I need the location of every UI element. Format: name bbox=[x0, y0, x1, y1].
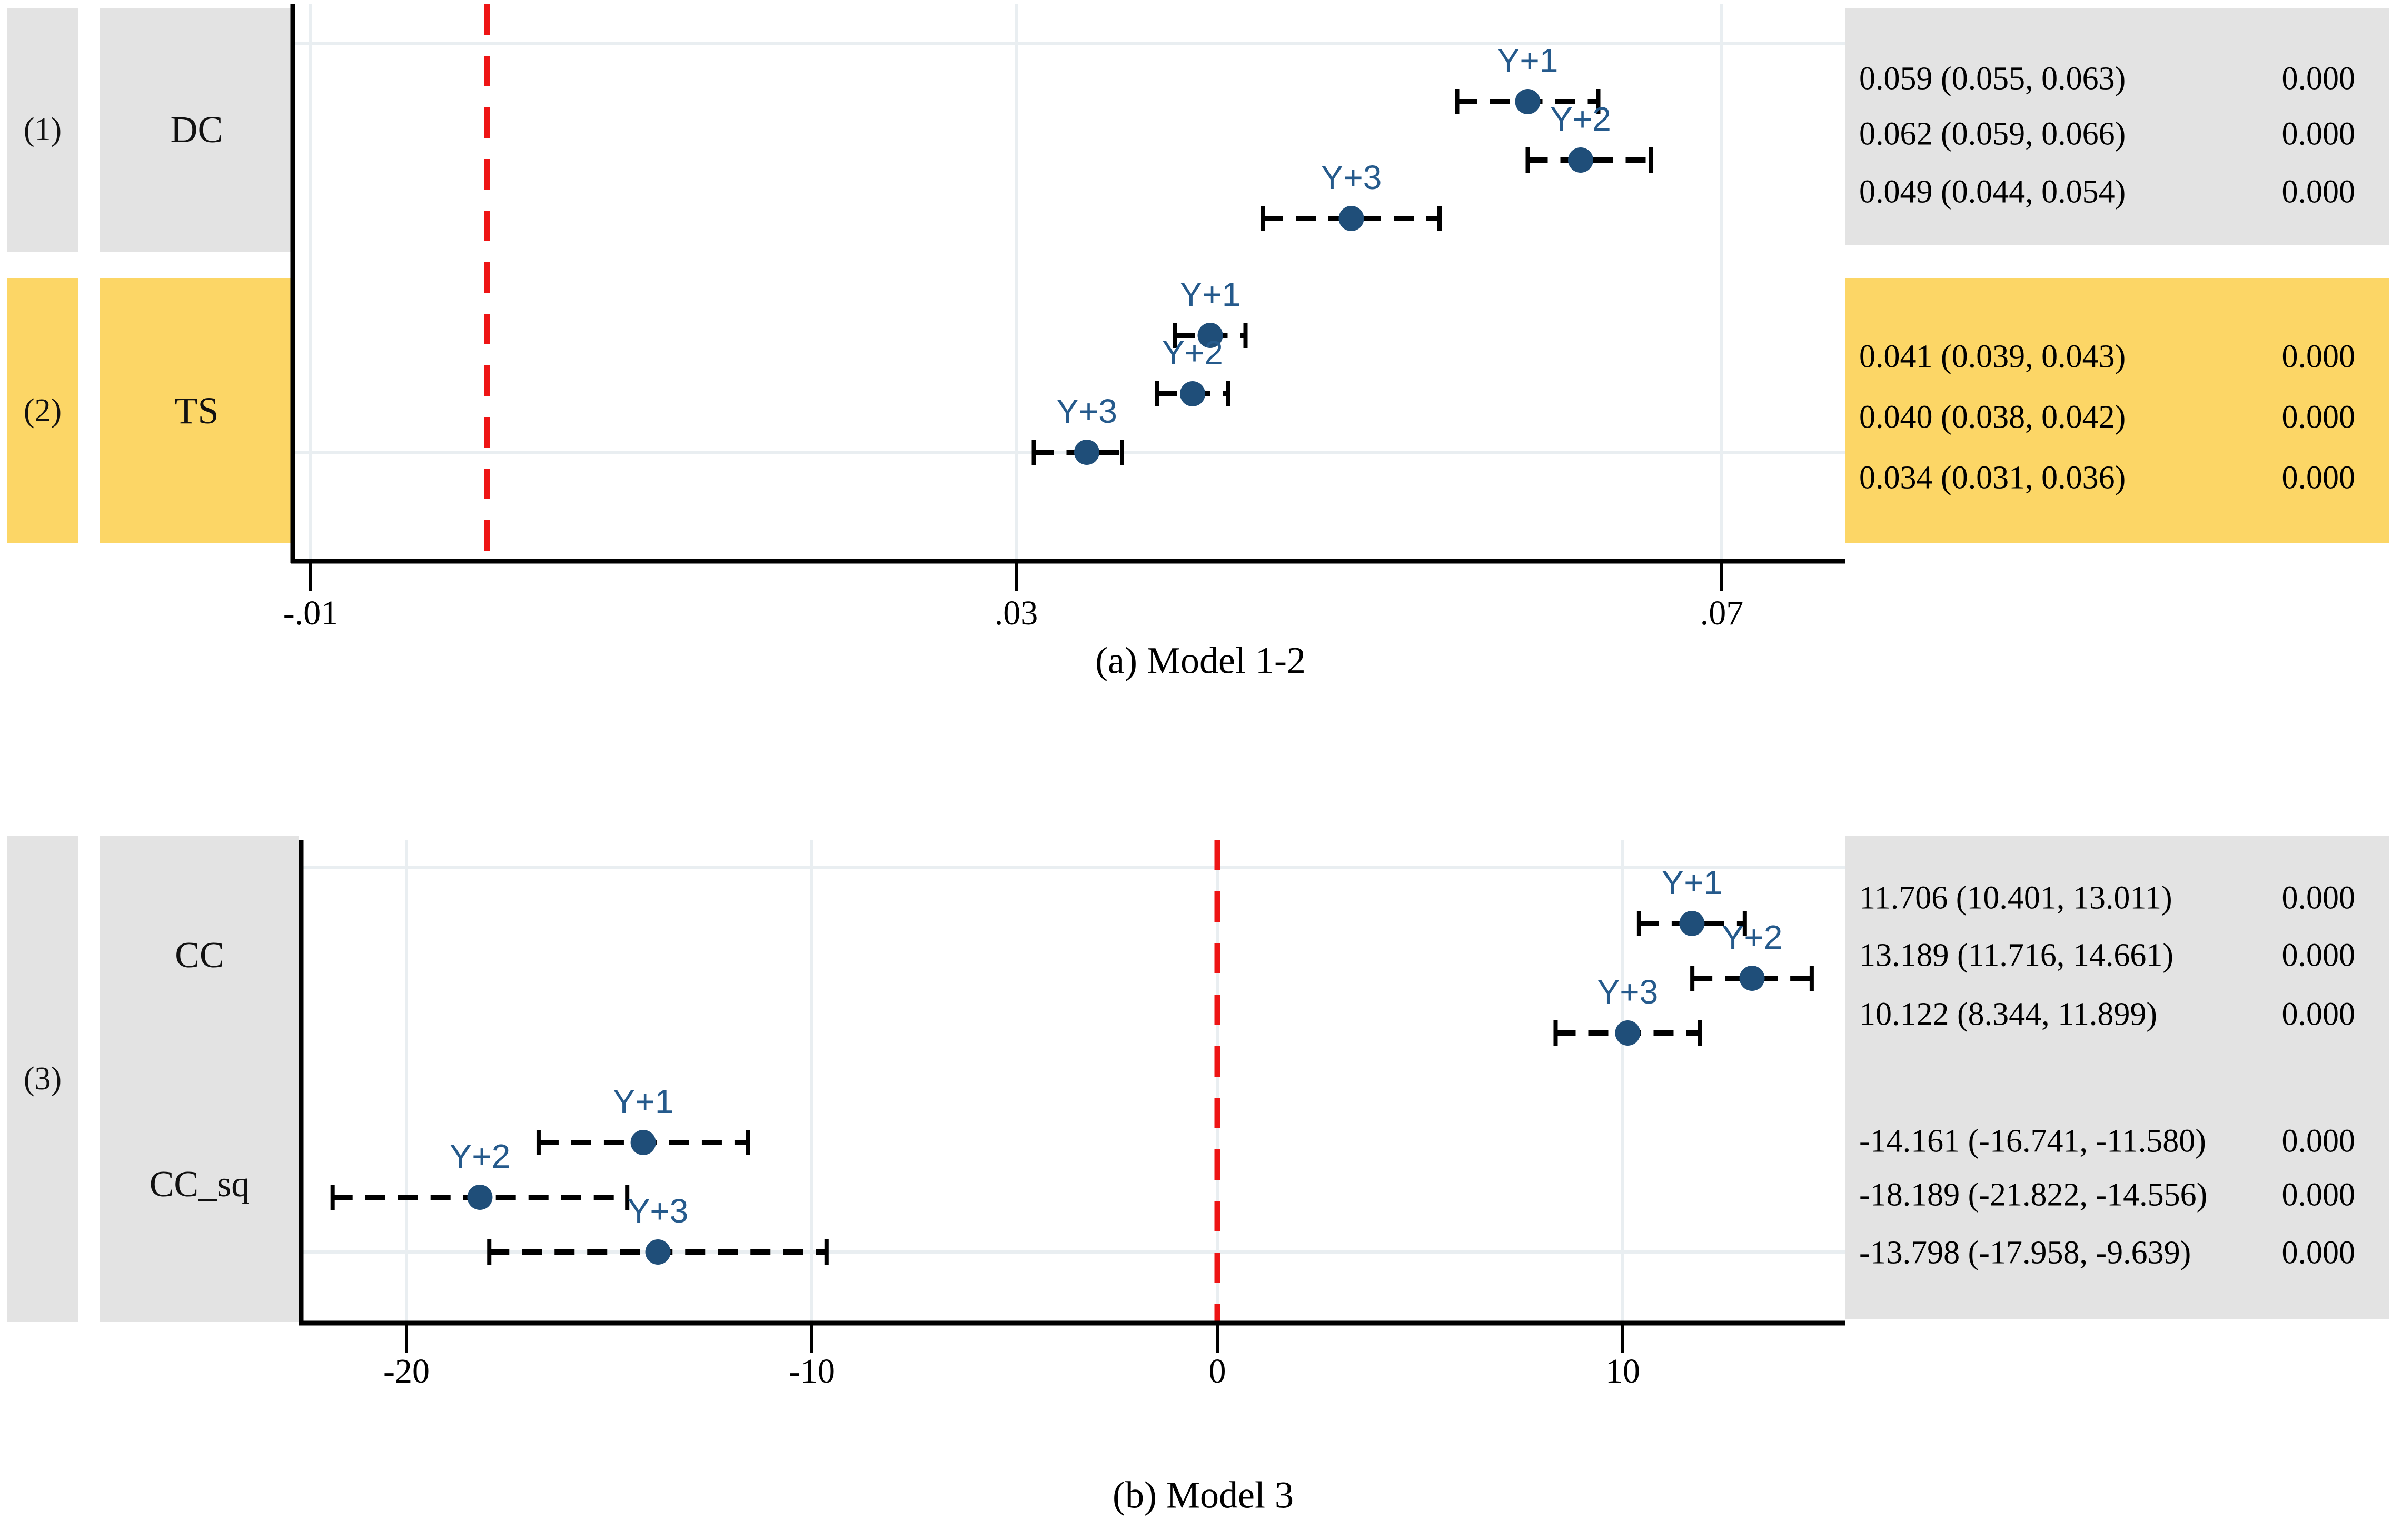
estimate-marker-CC_sq-Y+2 bbox=[467, 1185, 493, 1210]
estimate-row-TS-Y+2: 0.040 (0.038, 0.042) 0.000 bbox=[1845, 399, 2389, 436]
marker-label-DC-Y+2: Y+2 bbox=[1550, 100, 1611, 138]
estimate-row-TS-Y+3: 0.034 (0.031, 0.036) 0.000 bbox=[1845, 460, 2389, 497]
p-value-text: 0.000 bbox=[2281, 880, 2356, 916]
estimate-ci-text: 13.189 (11.716, 14.661) bbox=[1859, 937, 2173, 973]
estimate-row-CC-Y+3: 10.122 (8.344, 11.899) 0.000 bbox=[1845, 996, 2389, 1034]
estimate-row-CC-Y+1: 11.706 (10.401, 13.011) 0.000 bbox=[1845, 880, 2389, 917]
cc-estimates-box: 11.706 (10.401, 13.011) 0.000 13.189 (11.7… bbox=[1845, 836, 2389, 1319]
variable-ccsq-label: CC_sq bbox=[149, 1164, 250, 1205]
p-value-text: 0.000 bbox=[2281, 174, 2356, 210]
p-value-text: 0.000 bbox=[2281, 1235, 2356, 1271]
marker-label-TS-Y+1: Y+1 bbox=[1179, 275, 1241, 313]
x-tick-label-.03: .03 bbox=[994, 594, 1038, 632]
variable-cc-box: CC CC_sq bbox=[100, 836, 299, 1322]
estimate-marker-CC-Y+1 bbox=[1679, 911, 1705, 936]
estimate-marker-TS-Y+2 bbox=[1180, 381, 1205, 406]
marker-label-CC_sq-Y+3: Y+3 bbox=[627, 1192, 689, 1230]
estimate-marker-TS-Y+3 bbox=[1074, 440, 1099, 465]
p-value-text: 0.000 bbox=[2281, 937, 2356, 973]
estimate-ci-text: 0.062 (0.059, 0.066) bbox=[1859, 116, 2126, 152]
model-1-id-box: (1) bbox=[7, 8, 78, 252]
p-value-text: 0.000 bbox=[2281, 61, 2356, 97]
marker-label-TS-Y+3: Y+3 bbox=[1056, 392, 1117, 430]
x-tick-label--.01: -.01 bbox=[283, 594, 339, 632]
ts-estimates-box: 0.041 (0.039, 0.043) 0.000 0.040 (0.038, 0… bbox=[1845, 278, 2389, 543]
estimate-row-DC-Y+1: 0.059 (0.055, 0.063) 0.000 bbox=[1845, 61, 2389, 98]
p-value-text: 0.000 bbox=[2281, 1177, 2356, 1213]
x-tick-label-.07: .07 bbox=[1700, 594, 1744, 632]
estimate-marker-CC-Y+2 bbox=[1739, 966, 1765, 991]
x-tick-label-0: 0 bbox=[1208, 1352, 1226, 1390]
estimate-row-CC_sq-Y+3: -13.798 (-17.958, -9.639) 0.000 bbox=[1845, 1235, 2389, 1272]
estimate-ci-text: 0.034 (0.031, 0.036) bbox=[1859, 460, 2126, 496]
estimate-ci-text: 11.706 (10.401, 13.011) bbox=[1859, 880, 2172, 916]
estimate-ci-text: -14.161 (-16.741, -11.580) bbox=[1859, 1123, 2206, 1159]
estimate-marker-DC-Y+1 bbox=[1515, 89, 1541, 114]
marker-label-CC-Y+3: Y+3 bbox=[1597, 973, 1659, 1011]
variable-cc-label: CC bbox=[175, 935, 224, 976]
variable-dc-label: DC bbox=[170, 108, 223, 151]
panel-b-caption: (b) Model 3 bbox=[1113, 1474, 1294, 1516]
estimate-row-DC-Y+3: 0.049 (0.044, 0.054) 0.000 bbox=[1845, 174, 2389, 211]
estimate-ci-text: 10.122 (8.344, 11.899) bbox=[1859, 996, 2157, 1032]
marker-label-CC_sq-Y+2: Y+2 bbox=[449, 1137, 511, 1175]
x-tick-label--10: -10 bbox=[789, 1352, 835, 1390]
x-tick-label-10: 10 bbox=[1605, 1352, 1640, 1390]
variable-ts-box: TS bbox=[100, 278, 293, 543]
estimate-ci-text: 0.059 (0.055, 0.063) bbox=[1859, 61, 2126, 97]
marker-label-CC-Y+2: Y+2 bbox=[1721, 918, 1783, 956]
estimate-ci-text: 0.041 (0.039, 0.043) bbox=[1859, 339, 2126, 375]
marker-label-DC-Y+1: Y+1 bbox=[1497, 42, 1559, 80]
model-1-id-label: (1) bbox=[23, 112, 62, 147]
estimate-row-CC_sq-Y+2: -18.189 (-21.822, -14.556) 0.000 bbox=[1845, 1177, 2389, 1214]
variable-ts-label: TS bbox=[174, 389, 219, 432]
p-value-text: 0.000 bbox=[2281, 460, 2356, 496]
estimate-row-CC_sq-Y+1: -14.161 (-16.741, -11.580) 0.000 bbox=[1845, 1123, 2389, 1160]
marker-label-DC-Y+3: Y+3 bbox=[1321, 158, 1382, 196]
estimate-row-CC-Y+2: 13.189 (11.716, 14.661) 0.000 bbox=[1845, 937, 2389, 975]
panel-a-caption: (a) Model 1-2 bbox=[1095, 639, 1306, 682]
estimate-ci-text: -18.189 (-21.822, -14.556) bbox=[1859, 1177, 2208, 1213]
p-value-text: 0.000 bbox=[2281, 996, 2356, 1032]
estimate-marker-CC_sq-Y+1 bbox=[630, 1130, 656, 1155]
estimate-marker-DC-Y+3 bbox=[1338, 206, 1364, 231]
model-2-id-box: (2) bbox=[7, 278, 78, 543]
estimate-ci-text: -13.798 (-17.958, -9.639) bbox=[1859, 1235, 2191, 1271]
estimate-row-TS-Y+1: 0.041 (0.039, 0.043) 0.000 bbox=[1845, 339, 2389, 376]
p-value-text: 0.000 bbox=[2281, 339, 2356, 375]
marker-label-CC_sq-Y+1: Y+1 bbox=[612, 1082, 674, 1120]
x-tick-label--20: -20 bbox=[383, 1352, 430, 1390]
estimate-ci-text: 0.049 (0.044, 0.054) bbox=[1859, 174, 2126, 210]
marker-label-TS-Y+2: Y+2 bbox=[1162, 334, 1223, 372]
p-value-text: 0.000 bbox=[2281, 399, 2356, 435]
estimate-marker-DC-Y+2 bbox=[1568, 147, 1593, 173]
dc-estimates-box: 0.059 (0.055, 0.063) 0.000 0.062 (0.059, 0… bbox=[1845, 8, 2389, 245]
marker-label-CC-Y+1: Y+1 bbox=[1661, 863, 1723, 901]
p-value-text: 0.000 bbox=[2281, 116, 2356, 152]
estimate-marker-TS-Y+1 bbox=[1197, 323, 1223, 348]
estimate-ci-text: 0.040 (0.038, 0.042) bbox=[1859, 399, 2126, 435]
estimate-marker-CC_sq-Y+3 bbox=[645, 1239, 671, 1265]
model-2-id-label: (2) bbox=[23, 392, 62, 429]
estimate-row-DC-Y+2: 0.062 (0.059, 0.066) 0.000 bbox=[1845, 116, 2389, 153]
model-3-id-label: (3) bbox=[23, 1060, 62, 1097]
p-value-text: 0.000 bbox=[2281, 1123, 2356, 1159]
estimate-marker-CC-Y+3 bbox=[1615, 1020, 1641, 1046]
model-3-id-box: (3) bbox=[7, 836, 78, 1322]
variable-dc-box: DC bbox=[100, 8, 293, 252]
